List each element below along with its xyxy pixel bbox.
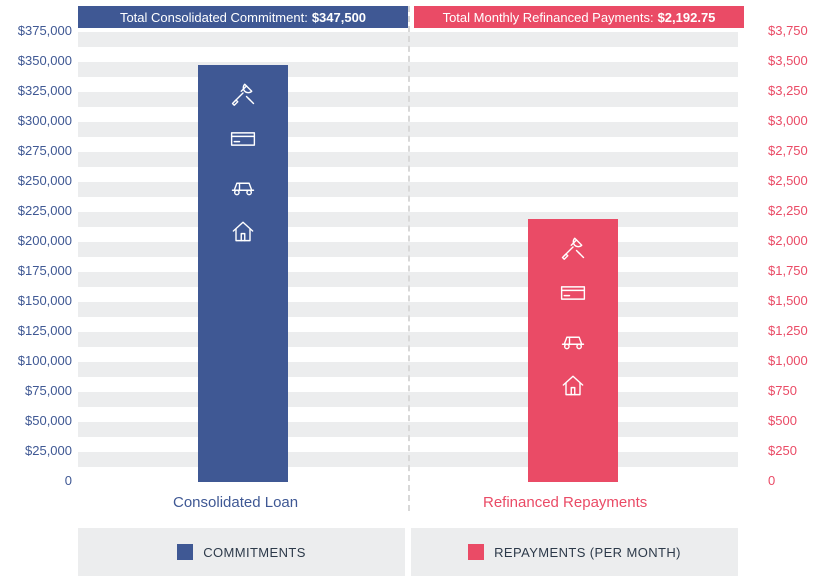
legend-label-repayments: REPAYMENTS (PER MONTH) xyxy=(494,545,681,560)
y-tick-right: $250 xyxy=(768,443,797,458)
y-tick-left: $75,000 xyxy=(25,383,72,398)
legend-swatch-repayments xyxy=(468,544,484,560)
legend-commitments: COMMITMENTS xyxy=(78,528,405,576)
y-tick-left: $200,000 xyxy=(18,233,72,248)
card-icon xyxy=(229,125,257,153)
y-tick-right: $3,000 xyxy=(768,113,808,128)
legend-repayments: REPAYMENTS (PER MONTH) xyxy=(411,528,738,576)
y-tick-right: $1,250 xyxy=(768,323,808,338)
bar-commitments xyxy=(198,65,288,482)
legend-label-commitments: COMMITMENTS xyxy=(203,545,306,560)
y-tick-left: $350,000 xyxy=(18,53,72,68)
y-tick-right: $1,500 xyxy=(768,293,808,308)
y-tick-left: $100,000 xyxy=(18,353,72,368)
y-tick-left: $50,000 xyxy=(25,413,72,428)
house-icon xyxy=(229,217,257,245)
y-tick-left: $300,000 xyxy=(18,113,72,128)
card-icon xyxy=(559,279,587,307)
header-commitment-value: $347,500 xyxy=(312,10,366,25)
legend-swatch-commitments xyxy=(177,544,193,560)
tools-icon xyxy=(229,79,257,107)
header-commitment-label: Total Consolidated Commitment: xyxy=(120,10,308,25)
y-tick-left: $25,000 xyxy=(25,443,72,458)
house-icon xyxy=(559,371,587,399)
x-label-commitments: Consolidated Loan xyxy=(173,494,298,511)
y-tick-right: $3,500 xyxy=(768,53,808,68)
y-tick-right: 0 xyxy=(768,473,775,488)
y-tick-right: $1,000 xyxy=(768,353,808,368)
y-tick-left: $375,000 xyxy=(18,23,72,38)
y-tick-left: $150,000 xyxy=(18,293,72,308)
y-tick-left: $175,000 xyxy=(18,263,72,278)
y-tick-right: $1,750 xyxy=(768,263,808,278)
y-tick-right: $2,250 xyxy=(768,203,808,218)
y-tick-right: $750 xyxy=(768,383,797,398)
y-tick-right: $3,250 xyxy=(768,83,808,98)
y-tick-right: $2,500 xyxy=(768,173,808,188)
y-tick-left: $275,000 xyxy=(18,143,72,158)
header-repayments: Total Monthly Refinanced Payments: $2,19… xyxy=(414,6,744,28)
y-tick-left: $125,000 xyxy=(18,323,72,338)
y-tick-left: $325,000 xyxy=(18,83,72,98)
tools-icon xyxy=(559,233,587,261)
divider xyxy=(408,6,410,511)
header-commitment: Total Consolidated Commitment: $347,500 xyxy=(78,6,408,28)
x-label-repayments: Refinanced Repayments xyxy=(483,494,647,511)
y-tick-left: $225,000 xyxy=(18,203,72,218)
y-tick-left: $250,000 xyxy=(18,173,72,188)
header-repayments-label: Total Monthly Refinanced Payments: xyxy=(443,10,654,25)
header-repayments-value: $2,192.75 xyxy=(658,10,716,25)
y-tick-right: $3,750 xyxy=(768,23,808,38)
y-tick-right: $2,750 xyxy=(768,143,808,158)
y-tick-right: $500 xyxy=(768,413,797,428)
car-icon xyxy=(229,171,257,199)
y-tick-left: 0 xyxy=(65,473,72,488)
y-tick-right: $2,000 xyxy=(768,233,808,248)
chart-container: Total Consolidated Commitment: $347,500 … xyxy=(0,0,815,581)
bar-repayments xyxy=(528,219,618,482)
car-icon xyxy=(559,325,587,353)
